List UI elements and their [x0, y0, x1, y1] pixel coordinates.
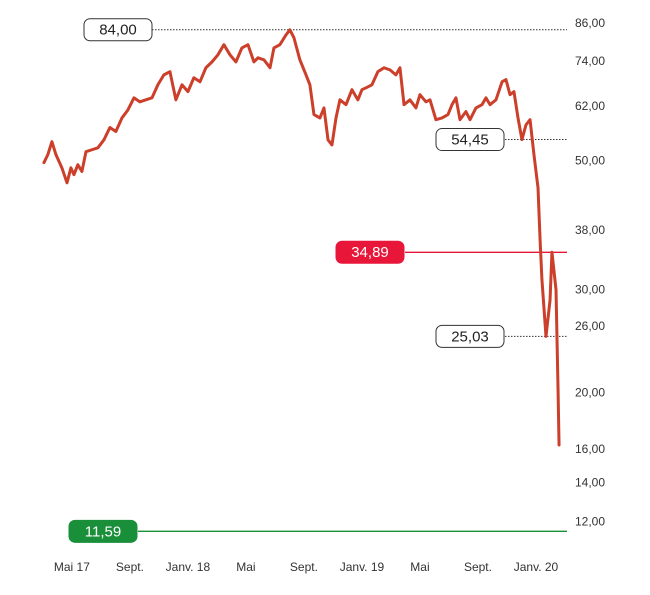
y-tick-label: 38,00: [575, 223, 605, 237]
x-tick-label: Sept.: [116, 560, 144, 574]
badge-label: 84,00: [99, 22, 137, 39]
y-tick-label: 20,00: [575, 385, 605, 399]
y-tick-label: 12,00: [575, 515, 605, 529]
x-tick-label: Sept.: [464, 560, 492, 574]
x-tick-label: Mai: [410, 560, 429, 574]
x-tick-label: Janv. 20: [514, 560, 559, 574]
x-tick-label: Mai 17: [54, 560, 90, 574]
y-tick-label: 74,00: [575, 54, 605, 68]
y-tick-label: 62,00: [575, 99, 605, 113]
badge: [435, 128, 505, 152]
badge: [83, 18, 153, 42]
badge: [335, 240, 405, 264]
x-tick-label: Mai: [236, 560, 255, 574]
y-tick-label: 16,00: [575, 442, 605, 456]
y-tick-label: 50,00: [575, 153, 605, 167]
badge: [68, 519, 138, 543]
x-tick-label: Janv. 18: [166, 560, 211, 574]
badge-label: 11,59: [85, 523, 121, 540]
y-tick-label: 14,00: [575, 476, 605, 490]
badge-label: 34,89: [351, 244, 389, 261]
y-tick-label: 30,00: [575, 283, 605, 297]
badge-label: 54,45: [451, 132, 489, 149]
x-tick-label: Janv. 19: [340, 560, 385, 574]
badge-label: 25,03: [451, 328, 489, 345]
price-line: [42, 28, 561, 447]
y-tick-label: 26,00: [575, 319, 605, 333]
y-tick-label: 86,00: [575, 16, 605, 30]
badge: [435, 324, 505, 348]
x-tick-label: Sept.: [290, 560, 318, 574]
